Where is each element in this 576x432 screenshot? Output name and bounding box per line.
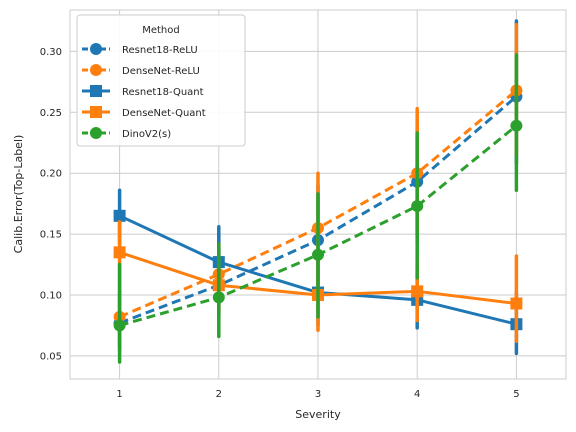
series-layer <box>113 19 523 364</box>
data-point <box>312 248 324 261</box>
y-axis-label: Calib.Error(Top-Label) <box>12 135 25 254</box>
legend-frame <box>76 14 246 147</box>
legend-marker <box>90 127 102 139</box>
data-point <box>212 291 225 304</box>
y-tick-label: 0.30 <box>40 47 62 58</box>
legend-title: Method <box>142 25 180 36</box>
data-point <box>113 319 126 332</box>
legend-label: DenseNet-ReLU <box>122 66 200 77</box>
legend-label: Resnet18-Quant <box>122 87 204 98</box>
y-tick-label: 0.05 <box>40 351 62 362</box>
data-point <box>510 297 523 310</box>
legend-marker <box>90 106 102 118</box>
ticks: 1 2 3 4 5 0.05 0.10 0.15 0.20 0.25 0.30 <box>40 47 520 400</box>
y-tick-label: 0.15 <box>40 230 62 241</box>
legend-marker <box>90 64 102 76</box>
legend-marker <box>90 85 102 97</box>
y-tick-label: 0.10 <box>40 290 62 301</box>
legend-item: DenseNet-ReLU <box>82 64 200 77</box>
x-tick-label: 4 <box>414 389 420 400</box>
x-tick-label: 5 <box>513 389 519 400</box>
data-point <box>411 285 424 298</box>
x-tick-label: 2 <box>216 389 222 400</box>
x-tick-label: 3 <box>315 389 321 400</box>
legend-item: Resnet18-ReLU <box>82 43 198 56</box>
data-point <box>113 209 126 222</box>
legend-marker <box>90 43 102 55</box>
legend-item: DinoV2(s) <box>82 127 171 140</box>
legend: Method Resnet18-ReLU DenseNet-ReLU Resnet1… <box>76 14 246 147</box>
legend-label: Resnet18-ReLU <box>122 45 198 56</box>
x-tick-label: 1 <box>116 389 122 400</box>
data-point <box>411 200 424 213</box>
y-tick-label: 0.25 <box>40 108 62 119</box>
data-point <box>510 119 523 132</box>
data-point <box>113 246 126 259</box>
legend-label: DenseNet-Quant <box>122 108 206 119</box>
series-dinov2-s- <box>113 53 523 364</box>
legend-item: Resnet18-Quant <box>82 85 204 98</box>
y-tick-label: 0.20 <box>40 169 62 180</box>
legend-label: DinoV2(s) <box>122 129 171 140</box>
legend-item: DenseNet-Quant <box>82 106 206 119</box>
x-axis-label: Severity <box>295 408 341 421</box>
